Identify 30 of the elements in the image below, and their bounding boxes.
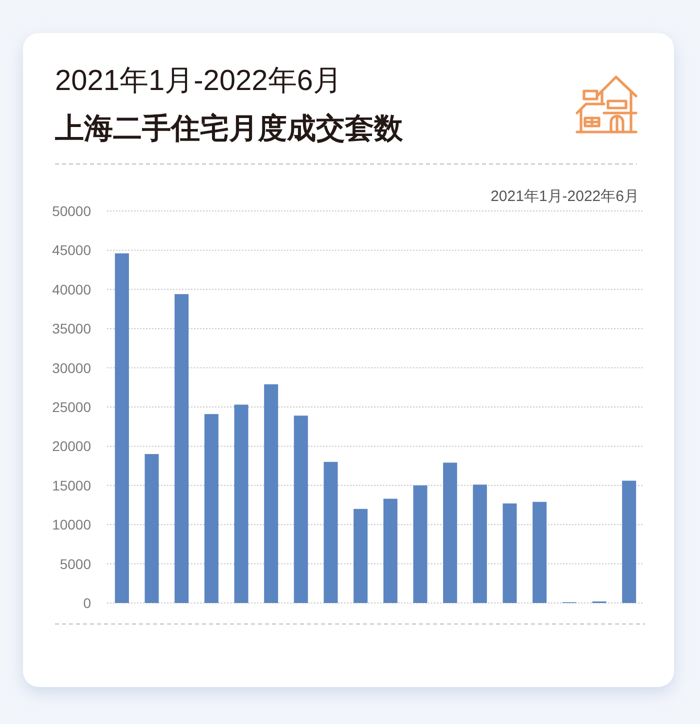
y-tick-label: 30000 xyxy=(52,360,92,376)
y-tick-label: 5000 xyxy=(60,556,92,572)
bar xyxy=(114,253,129,603)
bar xyxy=(174,294,189,603)
bar xyxy=(622,480,636,603)
y-tick-label: 45000 xyxy=(52,242,92,258)
text: 2021年1月-2022年6月 xyxy=(490,188,639,205)
bar xyxy=(264,384,278,603)
y-tick-label: 50000 xyxy=(52,203,92,219)
chart-subtitle: 2021年1月-2022年6月 xyxy=(55,65,342,97)
y-tick-label: 20000 xyxy=(52,438,92,454)
bar xyxy=(472,484,487,603)
y-tick-label: 35000 xyxy=(52,320,92,337)
bar xyxy=(294,416,308,603)
y-tick-label: 0 xyxy=(83,595,92,611)
y-tick-label: 10000 xyxy=(52,516,92,533)
chart-title: 上海二手住宅月度成交套数 xyxy=(54,112,404,145)
bar xyxy=(234,404,248,603)
bar xyxy=(324,462,338,603)
bar xyxy=(413,485,428,603)
bar xyxy=(532,502,547,603)
bar xyxy=(204,414,218,603)
bar xyxy=(383,498,398,603)
bar xyxy=(354,508,368,603)
bar xyxy=(443,462,458,603)
y-tick-label: 25000 xyxy=(52,399,92,415)
y-tick-label: 15000 xyxy=(52,477,92,494)
bar xyxy=(502,503,517,603)
y-tick-label: 40000 xyxy=(52,281,92,298)
bar xyxy=(144,454,159,603)
